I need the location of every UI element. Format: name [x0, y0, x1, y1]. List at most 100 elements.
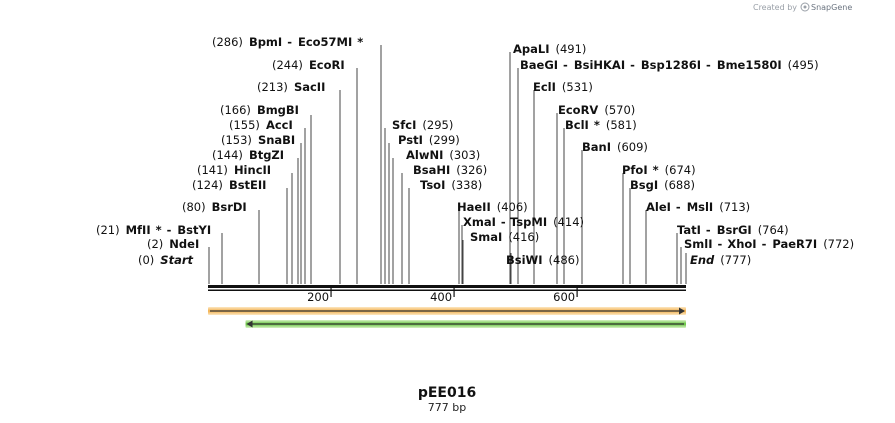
site-enzyme-name: BsiWI: [506, 253, 543, 267]
site-label[interactable]: BanI (609): [582, 140, 648, 154]
site-label[interactable]: BsiWI (486): [506, 253, 579, 267]
site-enzyme-name: BclI: [565, 118, 589, 132]
site-label[interactable]: (0) Start: [138, 253, 194, 267]
site-label[interactable]: (286) BpmI - Eco57MI *: [212, 35, 363, 49]
site-enzyme-name: AleI: [646, 200, 671, 214]
site-label[interactable]: TatI - BsrGI (764): [677, 223, 789, 237]
site-position: (609): [617, 140, 648, 154]
site-enzyme-name: NdeI: [169, 237, 199, 251]
site-enzyme-name: BstEII: [229, 178, 267, 192]
site-label[interactable]: EcoRV (570): [558, 103, 635, 117]
site-enzyme-name: BsaHI: [413, 163, 450, 177]
watermark-brand: SnapGene: [811, 3, 852, 12]
site-enzyme-name: SfcI: [392, 118, 416, 132]
site-separator: -: [167, 223, 172, 237]
site-label[interactable]: SfcI (295): [392, 118, 453, 132]
site-position: (338): [451, 178, 482, 192]
site-separator: -: [762, 237, 767, 251]
site-separator: -: [676, 200, 681, 214]
site-label[interactable]: (21) MfII * - BstYI: [96, 223, 211, 237]
site-label[interactable]: (155) AccI: [229, 118, 293, 132]
site-position: (570): [604, 103, 635, 117]
backbone-bottom-strand: [208, 289, 686, 291]
site-label[interactable]: BclI * (581): [565, 118, 637, 132]
site-enzyme-name: BaeGI: [520, 58, 558, 72]
site-position: (688): [664, 178, 695, 192]
site-enzyme-name: BsiHKAI: [574, 58, 625, 72]
site-enzyme-name: Start: [160, 253, 193, 267]
site-label[interactable]: (2) NdeI: [147, 237, 199, 251]
site-label[interactable]: End (777): [690, 253, 751, 267]
site-position: (2): [147, 237, 163, 251]
site-label[interactable]: TsoI (338): [420, 178, 482, 192]
site-label[interactable]: (166) BmgBI: [220, 103, 299, 117]
sequence-backbone: [208, 285, 686, 291]
watermark-prefix: Created by: [753, 3, 797, 12]
site-position: (713): [719, 200, 750, 214]
site-separator: -: [630, 58, 635, 72]
site-enzyme-name: Bsp1286I: [641, 58, 701, 72]
site-label[interactable]: PstI (299): [398, 133, 460, 147]
site-enzyme-name: MslI: [687, 200, 714, 214]
site-enzyme-name: BanI: [582, 140, 611, 154]
site-position: (303): [449, 148, 480, 162]
site-label[interactable]: BsaHI (326): [413, 163, 487, 177]
site-label[interactable]: BsgI (688): [630, 178, 695, 192]
site-label[interactable]: (153) SnaBI: [221, 133, 295, 147]
site-label[interactable]: (80) BsrDI: [182, 200, 247, 214]
arrowhead-icon: [246, 320, 253, 328]
site-enzyme-name: XhoI: [727, 237, 756, 251]
site-enzyme-name: Bme1580I: [717, 58, 782, 72]
site-label[interactable]: (124) BstEII: [192, 178, 266, 192]
site-label[interactable]: SmaI (416): [470, 230, 539, 244]
ruler-tick-label: 400: [430, 290, 452, 304]
site-label[interactable]: AleI - MslI (713): [646, 200, 750, 214]
site-label[interactable]: HaeII (406): [457, 200, 528, 214]
plasmid-size: 777 bp: [428, 401, 466, 414]
site-separator: -: [706, 58, 711, 72]
backbone-top-strand: [208, 285, 686, 288]
site-position: (764): [758, 223, 789, 237]
site-enzyme-name: SacII: [294, 80, 325, 94]
site-enzyme-name: AlwNI: [406, 148, 443, 162]
site-enzyme-name: Eco57MI: [298, 35, 352, 49]
site-enzyme-name: End: [690, 253, 715, 267]
site-lines: [208, 45, 687, 284]
site-enzyme-name: PfoI: [622, 163, 648, 177]
site-enzyme-name: BsrDI: [212, 200, 247, 214]
site-enzyme-name: SmlI: [684, 237, 713, 251]
site-label[interactable]: PfoI * (674): [622, 163, 696, 177]
site-position: (406): [497, 200, 528, 214]
site-label[interactable]: XmaI - TspMI (414): [463, 215, 584, 229]
site-position: (491): [556, 42, 587, 56]
site-label[interactable]: ApaLI (491): [513, 42, 586, 56]
site-position: (244): [272, 58, 303, 72]
site-label[interactable]: SmlI - XhoI - PaeR7I (772): [684, 237, 854, 251]
site-enzyme-name: XmaI: [463, 215, 496, 229]
site-enzyme-name: AccI: [266, 118, 293, 132]
site-label[interactable]: (144) BtgZI: [212, 148, 284, 162]
site-position: (80): [182, 200, 206, 214]
site-separator: *: [156, 223, 162, 237]
site-enzyme-name: MfII: [126, 223, 151, 237]
site-enzyme-name: BtgZI: [249, 148, 284, 162]
site-label[interactable]: (244) EcoRI: [272, 58, 345, 72]
site-enzyme-name: ApaLI: [513, 42, 550, 56]
site-label[interactable]: BaeGI - BsiHKAI - Bsp1286I - Bme1580I (495): [520, 58, 819, 72]
site-position: (213): [257, 80, 288, 94]
site-enzyme-name: PstI: [398, 133, 423, 147]
site-label[interactable]: (141) HincII: [197, 163, 271, 177]
site-label[interactable]: AlwNI (303): [406, 148, 480, 162]
site-label[interactable]: EclI (531): [533, 80, 593, 94]
site-enzyme-name: TatI: [677, 223, 701, 237]
site-enzyme-name: TspMI: [510, 215, 547, 229]
site-enzyme-name: TsoI: [420, 178, 445, 192]
site-label[interactable]: (213) SacII: [257, 80, 325, 94]
site-position: (155): [229, 118, 260, 132]
site-position: (416): [508, 230, 539, 244]
site-enzyme-name: HincII: [234, 163, 271, 177]
site-enzyme-name: EcoRV: [558, 103, 598, 117]
plasmid-name: pEE016: [418, 385, 476, 401]
site-enzyme-name: BsgI: [630, 178, 658, 192]
site-position: (21): [96, 223, 120, 237]
